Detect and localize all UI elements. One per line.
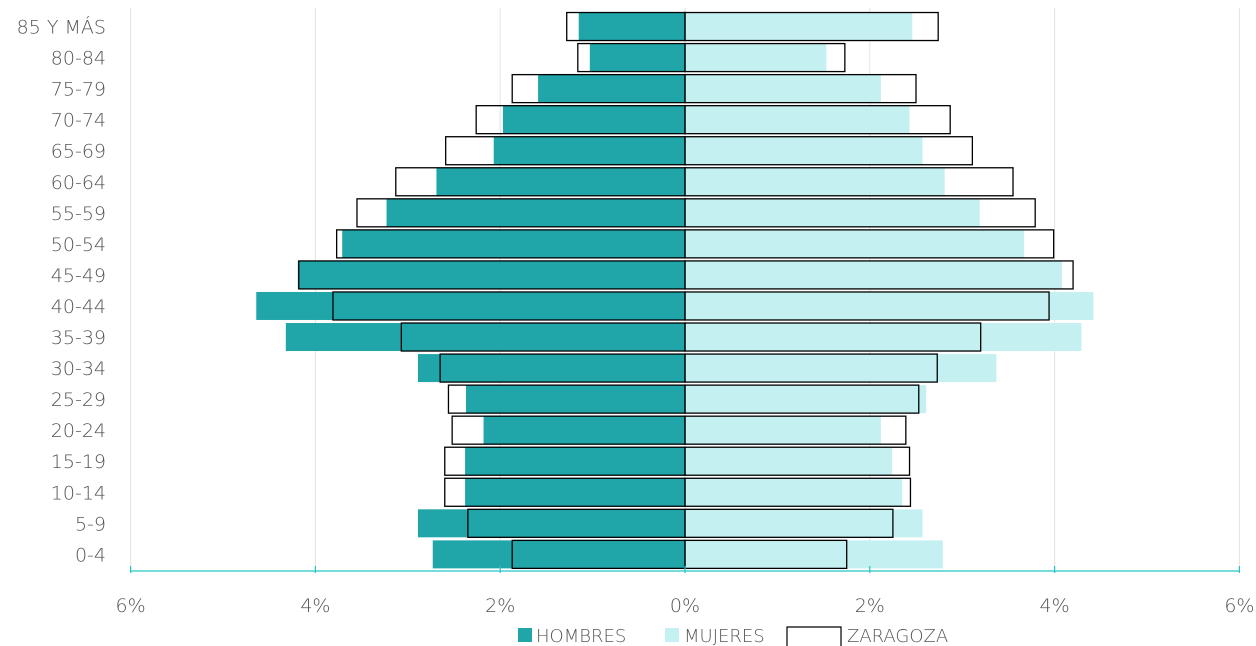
category-label: 15-19 — [51, 451, 106, 473]
category-label: 55-59 — [51, 203, 106, 225]
bar-mujeres — [685, 291, 1094, 320]
category-label: 70-74 — [51, 110, 106, 132]
bar-hombres — [483, 416, 685, 445]
bar-mujeres — [685, 478, 903, 507]
bar-mujeres — [685, 447, 892, 476]
outline-zaragoza-mujeres — [684, 353, 938, 383]
labels-layer: 0-4 5-9 10-14 15-19 20-24 25-29 30-34 35-39 40-4… — [17, 16, 106, 567]
category-label: 25-29 — [51, 389, 106, 411]
category-label: 10-14 — [51, 482, 106, 504]
outline-zaragoza-mujeres — [684, 384, 920, 414]
bar-hombres — [342, 229, 685, 258]
bars-layer — [256, 12, 1094, 569]
outline-zaragoza-mujeres — [684, 291, 1050, 321]
outline-zaragoza-mujeres — [684, 105, 951, 135]
bar-mujeres — [685, 229, 1025, 258]
bar-hombres — [502, 105, 685, 134]
bar-hombres — [386, 198, 685, 227]
legend-swatch-hombres — [518, 628, 532, 642]
legend-swatch-mujeres — [665, 628, 679, 642]
outline-zaragoza-mujeres — [684, 198, 1036, 228]
category-label: 20-24 — [51, 420, 106, 442]
category-label: 50-54 — [51, 234, 106, 256]
x-tick-label: 2% — [855, 595, 885, 617]
category-label: 30-34 — [51, 358, 106, 380]
x-tick-label: 6% — [1224, 595, 1254, 617]
bar-mujeres — [685, 416, 881, 445]
category-label: 0-4 — [75, 544, 106, 566]
outline-layer — [298, 11, 1074, 570]
x-tick-label: 4% — [1040, 595, 1070, 617]
bar-hombres — [578, 12, 685, 41]
bar-hombres — [465, 478, 685, 507]
x-tick-label: 4% — [300, 595, 330, 617]
bar-mujeres — [685, 198, 980, 227]
legend-label-mujeres: MUJERES — [684, 626, 765, 646]
bar-mujeres — [685, 43, 827, 72]
bar-mujeres — [685, 167, 945, 196]
category-label: 60-64 — [51, 172, 106, 194]
category-label: 85 Y MÁS — [17, 16, 106, 39]
bar-hombres — [493, 136, 685, 165]
category-label: 65-69 — [51, 141, 106, 163]
outline-zaragoza-mujeres — [684, 11, 939, 42]
bar-hombres — [285, 323, 685, 352]
bar-mujeres — [685, 74, 881, 103]
outline-zaragoza-mujeres — [684, 167, 1014, 197]
legend-label-zaragoza: ZARAGOZA — [847, 626, 948, 646]
bar-mujeres — [685, 540, 943, 569]
bar-hombres — [432, 540, 685, 569]
axis-layer: 6% 4% 2% 0% 2% 4% 6% — [116, 566, 1254, 617]
bar-mujeres — [685, 509, 923, 538]
bar-hombres — [256, 291, 685, 320]
legend-swatch-zaragoza — [786, 626, 842, 646]
outline-zaragoza-mujeres — [684, 446, 911, 476]
category-label: 80-84 — [51, 48, 106, 70]
outline-zaragoza-mujeres — [684, 42, 846, 73]
bar-hombres — [466, 385, 685, 414]
x-tick-label: 2% — [485, 595, 515, 617]
outline-zaragoza-mujeres — [684, 229, 1055, 259]
category-label: 75-79 — [51, 79, 106, 101]
bar-mujeres — [685, 385, 927, 414]
bar-mujeres — [685, 323, 1082, 352]
outline-zaragoza-mujeres — [684, 508, 894, 538]
bar-mujeres — [685, 354, 997, 383]
outline-zaragoza-mujeres — [684, 136, 974, 166]
bar-hombres — [436, 167, 685, 196]
x-tick-label: 6% — [116, 595, 146, 617]
bar-hombres — [417, 354, 685, 383]
outline-zaragoza-mujeres — [684, 415, 907, 445]
outline-zaragoza-mujeres — [684, 73, 917, 104]
x-tick-label: 0% — [670, 595, 700, 617]
bar-mujeres — [685, 136, 923, 165]
bar-hombres — [589, 43, 685, 72]
outline-zaragoza-mujeres — [684, 477, 912, 507]
legend-label-hombres: HOMBRES — [536, 626, 626, 646]
category-label: 45-49 — [51, 265, 106, 287]
category-label: 35-39 — [51, 327, 106, 349]
bar-mujeres — [685, 12, 913, 41]
bar-hombres — [465, 447, 685, 476]
bar-mujeres — [685, 260, 1062, 289]
outline-zaragoza-mujeres — [684, 260, 1074, 290]
bar-hombres — [297, 260, 685, 289]
category-label: 40-44 — [51, 296, 106, 318]
outline-zaragoza-mujeres — [684, 539, 848, 570]
outline-zaragoza-mujeres — [684, 322, 982, 352]
category-label: 5-9 — [75, 513, 106, 535]
bar-mujeres — [685, 105, 910, 134]
bar-hombres — [417, 509, 685, 538]
bar-hombres — [538, 74, 685, 103]
legend: HOMBRES MUJERES ZARAGOZA — [518, 626, 948, 646]
